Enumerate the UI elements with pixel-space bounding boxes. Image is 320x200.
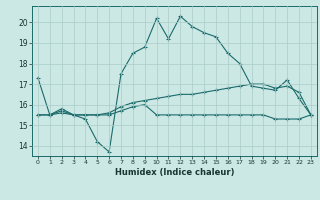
X-axis label: Humidex (Indice chaleur): Humidex (Indice chaleur) bbox=[115, 168, 234, 177]
